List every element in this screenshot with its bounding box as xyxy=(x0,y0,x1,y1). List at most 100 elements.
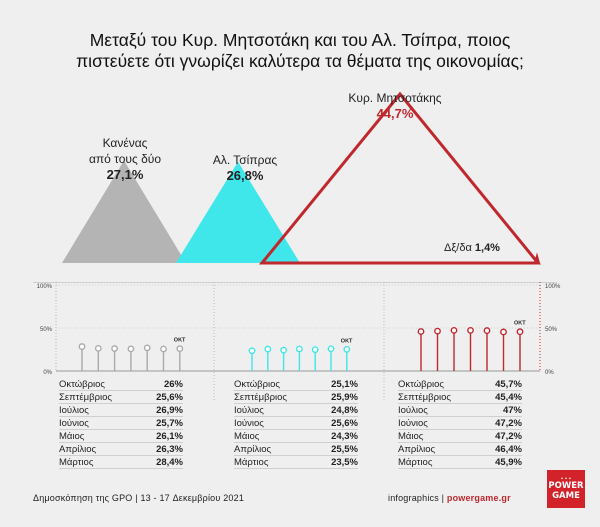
month-value: 25,9% xyxy=(331,392,358,403)
table-row: Μάρτιος 28,4% xyxy=(59,456,183,469)
month-label: Ιούλιος xyxy=(234,405,264,416)
point-none-3 xyxy=(127,345,135,353)
month-label: Οκτώβριος xyxy=(59,379,106,390)
tick-0-right: 0% xyxy=(545,370,554,376)
point-tsipras-0 xyxy=(248,347,256,355)
point-tsipras-3 xyxy=(295,345,303,353)
powergame-logo: • • • POWER GAME xyxy=(547,470,585,508)
none-label: Κανένας από τους δύο 27,1% xyxy=(85,135,165,183)
table-row: Ιούλιος 47% xyxy=(398,404,522,417)
point-mitsotakis-5 xyxy=(500,328,507,336)
triangle-mitsotakis xyxy=(258,91,542,265)
table-row: Απρίλιος 26,3% xyxy=(59,443,183,456)
trend-chart: 100% 100% 50% 50% 0% 0% ΟΚΤ ΟΚΤ ΟΚΤ xyxy=(37,282,561,400)
title-line-1: Μεταξύ του Κυρ. Μητσοτάκη και του Αλ. Τσ… xyxy=(89,30,511,50)
none-percent: 27,1% xyxy=(106,167,144,182)
month-label: Μάιος xyxy=(59,431,85,442)
tick-100-right: 100% xyxy=(545,284,561,290)
month-value: 45,9% xyxy=(495,457,522,468)
point-none-6 xyxy=(176,345,184,353)
table-row: Σεπτέμβριος 25,9% xyxy=(234,391,358,404)
table-row: Σεπτέμβριος 45,4% xyxy=(398,391,522,404)
table-row: Μάρτιος 23,5% xyxy=(234,456,358,469)
site-link[interactable]: powergame.gr xyxy=(446,493,511,503)
point-none-1 xyxy=(94,344,102,352)
month-label: Σεπτέμβριος xyxy=(59,392,112,403)
table-row: Ιούλιος 26,9% xyxy=(59,404,183,417)
month-label: Σεπτέμβριος xyxy=(234,392,287,403)
month-value: 47,2% xyxy=(495,418,522,429)
mitsotakis-name: Κυρ. Μητσοτάκης xyxy=(348,91,442,105)
month-value: 28,4% xyxy=(156,457,183,468)
table-row: Ιούνιος 47,2% xyxy=(398,417,522,430)
month-value: 26% xyxy=(163,379,183,390)
month-label: Μάιος xyxy=(234,431,260,442)
okt-marker-none: ΟΚΤ xyxy=(174,338,186,344)
month-value: 46,4% xyxy=(495,444,522,455)
table-none: Οκτώβριος 26% Σεπτέμβριος 25,6% Ιούλιος 26,9%… xyxy=(59,378,183,469)
table-row: Σεπτέμβριος 25,6% xyxy=(59,391,183,404)
point-none-5 xyxy=(160,345,167,353)
tick-0-left: 0% xyxy=(43,370,52,376)
point-tsipras-6 xyxy=(343,346,351,353)
credits: infographics | powergame.gr xyxy=(388,493,511,503)
mitsotakis-label: Κυρ. Μητσοτάκης 44,7% xyxy=(340,90,450,122)
point-none-2 xyxy=(111,345,119,352)
point-mitsotakis-0 xyxy=(417,328,425,335)
month-value: 47% xyxy=(502,405,522,416)
point-tsipras-2 xyxy=(280,346,287,354)
month-label: Μάρτιος xyxy=(398,457,433,468)
trend-panels xyxy=(33,282,557,472)
month-value: 23,5% xyxy=(331,457,358,468)
triangle-none xyxy=(62,160,186,263)
point-mitsotakis-4 xyxy=(483,327,491,334)
month-value: 25,5% xyxy=(331,444,358,455)
dk-label: Δξ/δα 1,4% xyxy=(432,240,512,256)
month-label: Μάιος xyxy=(398,431,424,442)
month-value: 25,1% xyxy=(331,379,358,390)
month-value: 26,3% xyxy=(156,444,183,455)
month-value: 24,8% xyxy=(331,405,358,416)
table-row: Μάιος 26,1% xyxy=(59,430,183,443)
month-value: 47,2% xyxy=(495,431,522,442)
page-title: Μεταξύ του Κυρ. Μητσοτάκη και του Αλ. Τσ… xyxy=(0,30,600,72)
triangle-chart xyxy=(62,91,542,265)
credit-text: infographics | xyxy=(388,493,447,503)
month-value: 26,9% xyxy=(156,405,183,416)
point-mitsotakis-6 xyxy=(516,328,524,336)
month-value: 25,6% xyxy=(331,418,358,429)
table-row: Απρίλιος 25,5% xyxy=(234,443,358,456)
table-row: Ιούνιος 25,7% xyxy=(59,417,183,430)
month-label: Μάρτιος xyxy=(59,457,94,468)
month-label: Οκτώβριος xyxy=(234,379,281,390)
month-label: Οκτώβριος xyxy=(398,379,445,390)
month-label: Ιούλιος xyxy=(398,405,428,416)
triangle-tsipras xyxy=(176,161,300,263)
month-label: Ιούνιος xyxy=(59,418,89,429)
survey-source: Δημοσκόπηση της GPO | 13 - 17 Δεκεμβρίου… xyxy=(33,493,245,503)
dk-percent: 1,4% xyxy=(474,242,500,254)
table-row: Οκτώβριος 26% xyxy=(59,378,183,391)
okt-marker-mitsotakis: ΟΚΤ xyxy=(514,321,526,327)
point-mitsotakis-1 xyxy=(434,327,441,335)
month-label: Σεπτέμβριος xyxy=(398,392,451,403)
table-row: Οκτώβριος 45,7% xyxy=(398,378,522,391)
table-row: Ιούνιος 25,6% xyxy=(234,417,358,430)
month-label: Ιούνιος xyxy=(398,418,428,429)
month-value: 24,3% xyxy=(331,431,358,442)
dk-label-text: Δξ/δα xyxy=(444,242,472,254)
okt-marker-tsipras: ΟΚΤ xyxy=(341,338,353,344)
tsipras-percent: 26,8% xyxy=(226,168,264,183)
mitsotakis-percent: 44,7% xyxy=(376,106,414,121)
month-value: 25,6% xyxy=(156,392,183,403)
month-label: Απρίλιος xyxy=(398,444,436,455)
point-tsipras-4 xyxy=(311,346,319,354)
month-label: Απρίλιος xyxy=(59,444,97,455)
none-label-line1: Κανένας xyxy=(102,136,148,150)
triangle-dk xyxy=(534,252,540,263)
month-label: Ιούνιος xyxy=(234,418,264,429)
point-none-0 xyxy=(78,343,86,350)
month-label: Απρίλιος xyxy=(234,444,272,455)
logo-dots: • • • xyxy=(560,476,572,481)
logo-line2: GAME xyxy=(552,491,580,501)
